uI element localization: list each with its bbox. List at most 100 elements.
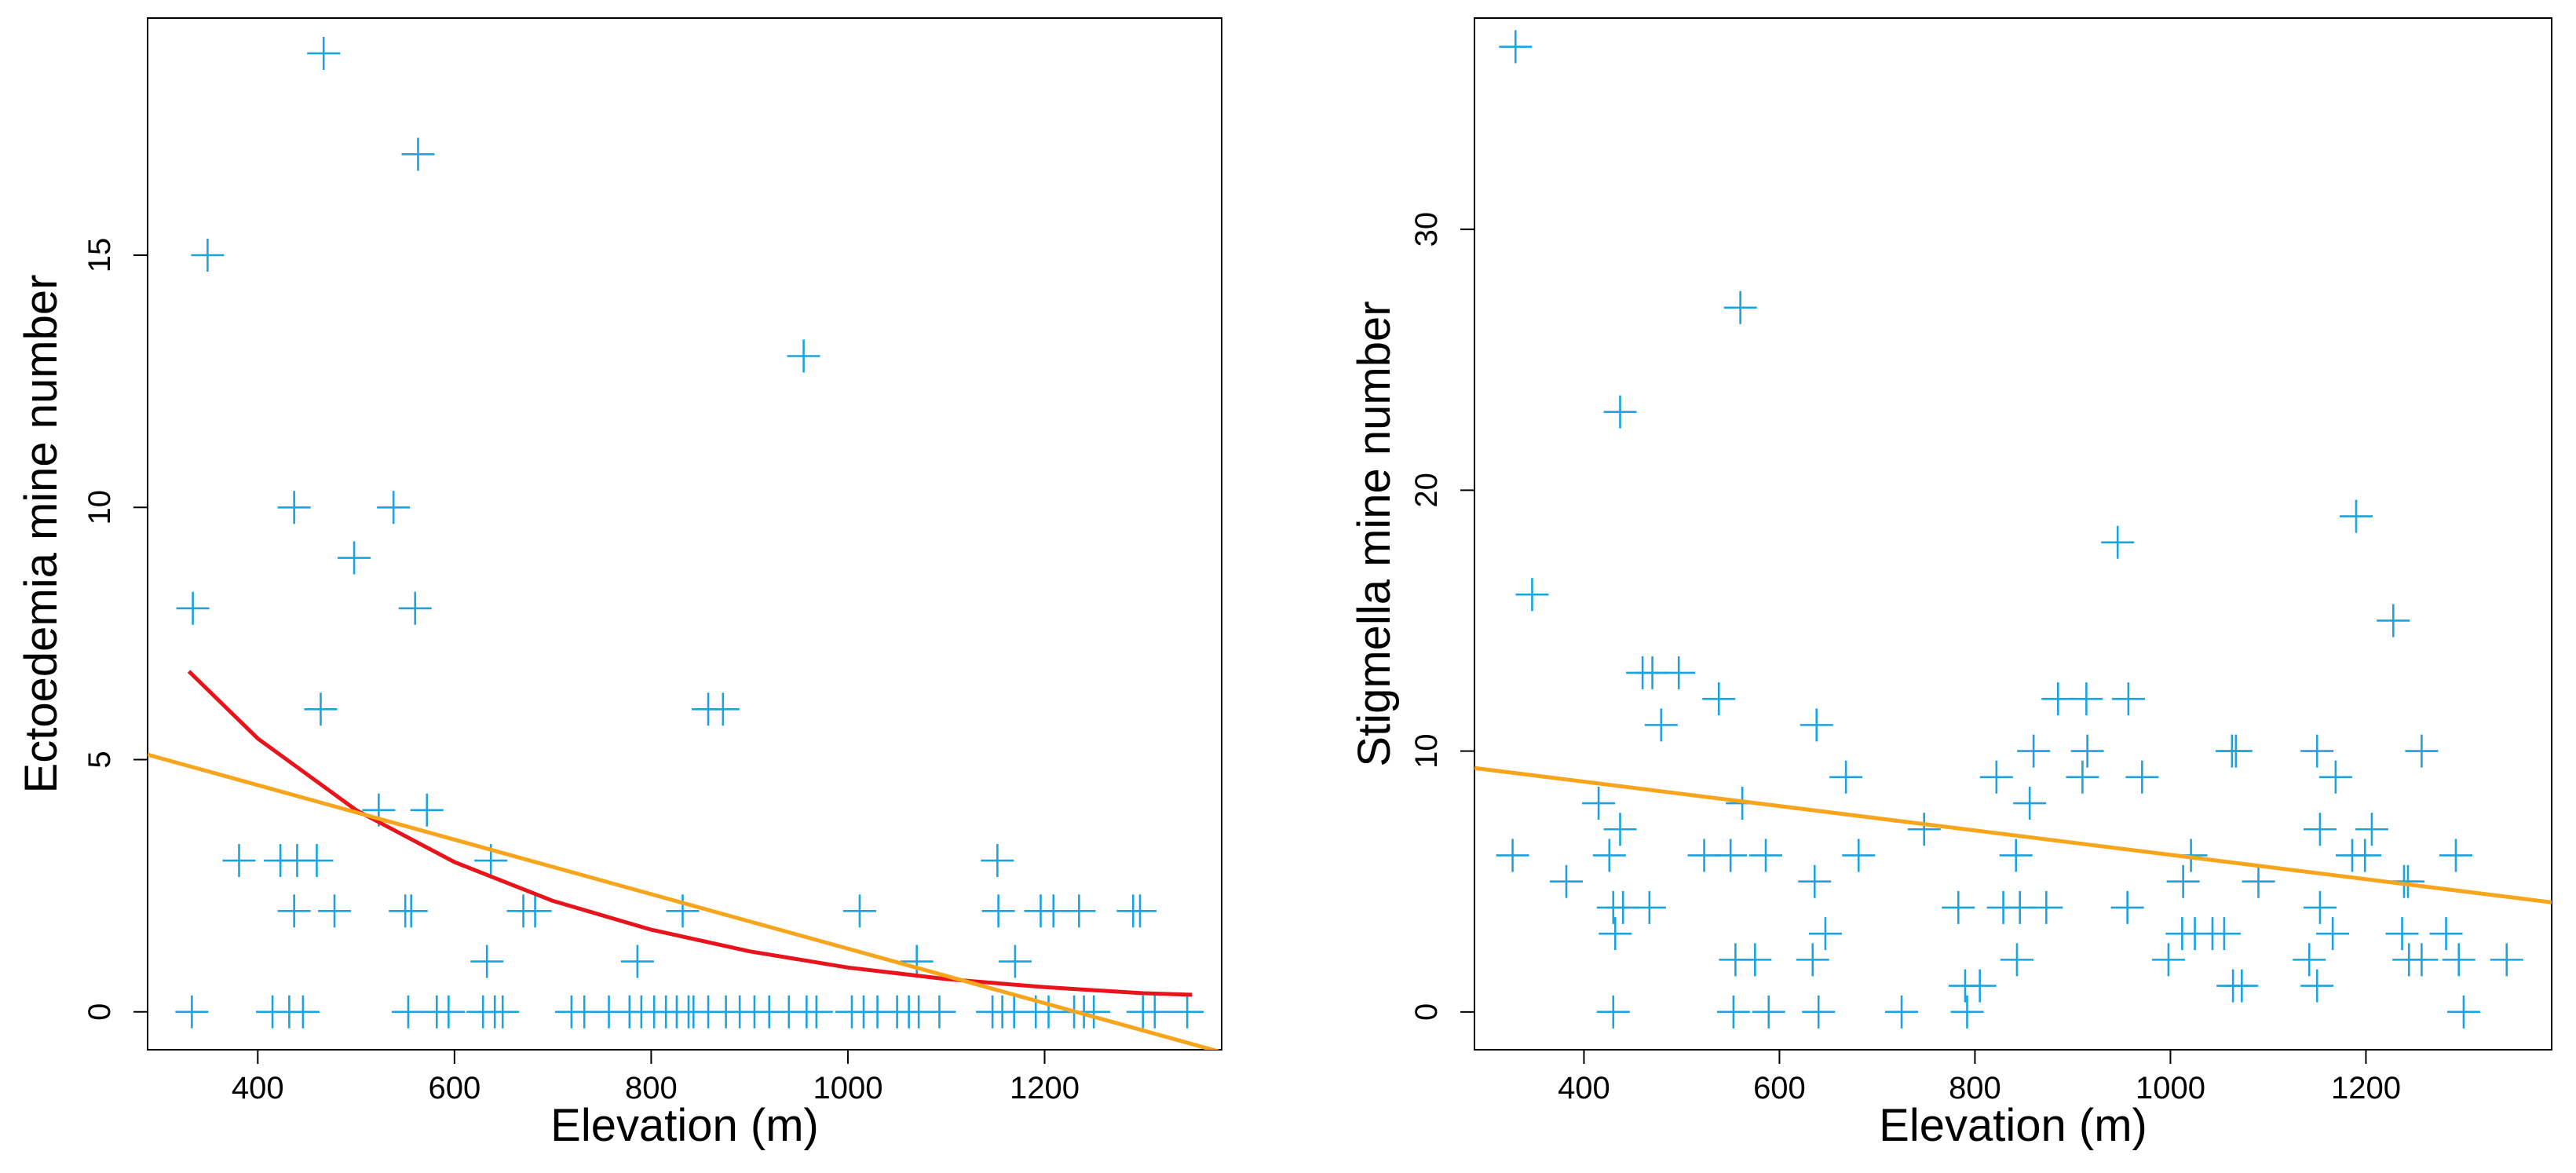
data-point — [1942, 890, 1975, 924]
data-point — [1662, 656, 1696, 689]
data-point — [787, 339, 820, 373]
data-point — [706, 692, 740, 726]
data-point — [2207, 917, 2241, 951]
data-point — [394, 894, 428, 928]
x-axis-title: Elevation (m) — [550, 1100, 819, 1151]
data-point — [486, 995, 520, 1029]
data-point — [338, 541, 371, 575]
data-point — [1603, 395, 1637, 429]
x-tick-label: 400 — [232, 1071, 284, 1105]
data-point — [2303, 890, 2337, 924]
x-tick-label: 1200 — [2331, 1071, 2401, 1105]
plot-frame — [147, 17, 1222, 1051]
data-point — [277, 894, 311, 928]
data-point — [410, 793, 444, 827]
data-point — [2242, 864, 2275, 898]
linear-fit-line — [1474, 766, 2552, 904]
data-point — [2070, 734, 2104, 768]
data-point — [1842, 839, 1876, 872]
data-point — [2013, 787, 2047, 820]
data-point — [1499, 30, 1533, 64]
x-tick-label: 600 — [1753, 1071, 1806, 1105]
data-point — [1796, 943, 1829, 977]
y-tick-label: 20 — [1409, 473, 1444, 508]
data-point — [1950, 995, 1984, 1029]
data-point — [842, 894, 876, 928]
data-point — [2041, 682, 2075, 716]
y-tick-label: 15 — [82, 238, 117, 273]
fit-lines — [1474, 766, 2552, 904]
data-point — [401, 137, 435, 171]
data-point — [300, 844, 334, 878]
data-point — [900, 945, 934, 978]
data-point — [2066, 760, 2099, 794]
data-point — [2318, 760, 2352, 794]
data-point — [2111, 682, 2145, 716]
data-point — [176, 591, 210, 625]
data-point — [1582, 787, 1616, 820]
data-point — [2110, 890, 2144, 924]
linear-fit-line — [148, 752, 1220, 1050]
data-point — [2405, 734, 2439, 768]
data-point — [923, 995, 956, 1029]
data-point — [277, 491, 311, 524]
data-point — [318, 894, 352, 928]
data-point — [1752, 995, 1785, 1029]
data-point — [2070, 682, 2103, 716]
data-point — [518, 894, 552, 928]
data-point — [1802, 995, 1836, 1029]
data-point — [1124, 894, 1157, 928]
data-point — [2340, 499, 2373, 533]
y-axis-title: Ectoedemia mine number — [16, 275, 67, 794]
data-point — [175, 995, 209, 1029]
data-point — [620, 945, 654, 978]
x-tick-label: 1000 — [813, 1071, 882, 1105]
data-point — [1723, 291, 1757, 324]
data-point — [998, 945, 1032, 978]
data-point — [1632, 890, 1666, 924]
data-point — [1885, 995, 1919, 1029]
data-point — [2101, 525, 2135, 559]
data-point — [191, 238, 225, 272]
data-point — [1800, 708, 1833, 742]
data-point — [398, 591, 432, 625]
scatter-points — [1496, 30, 2523, 1029]
y-axis-title: Stigmella mine number — [1349, 301, 1400, 766]
data-point — [2446, 995, 2480, 1029]
x-tick-label: 600 — [428, 1071, 480, 1105]
fit-lines — [148, 670, 1220, 1050]
data-point — [2429, 917, 2463, 951]
y-tick-label: 0 — [82, 1003, 117, 1021]
data-point — [2166, 864, 2200, 898]
data-point — [2316, 917, 2350, 951]
data-point — [2030, 890, 2063, 924]
data-point — [1644, 708, 1678, 742]
data-point — [1550, 864, 1584, 898]
y-tick-label: 10 — [82, 490, 117, 525]
data-point — [2303, 813, 2337, 846]
data-point — [432, 995, 466, 1029]
stigmella-panel: 400 600 800 1000 1200 0 10 20 30 Elevation (m) Sti… — [1349, 17, 2552, 1151]
y-tick-label: 5 — [82, 751, 117, 768]
data-point — [2405, 943, 2439, 977]
data-point — [1999, 839, 2033, 872]
data-point — [2442, 943, 2476, 977]
data-point — [2225, 969, 2259, 1003]
x-tick-label: 400 — [1558, 1071, 1610, 1105]
x-tick-label: 1000 — [2136, 1071, 2205, 1105]
data-point — [2293, 943, 2326, 977]
y-tick-label: 10 — [1409, 733, 1444, 769]
exponential-fit-line — [187, 670, 1193, 997]
data-point — [222, 844, 256, 878]
data-point — [1808, 917, 1842, 951]
x-axis-title: Elevation (m) — [1879, 1100, 2147, 1151]
data-point — [1738, 943, 1772, 977]
data-point — [1963, 969, 1997, 1003]
data-point — [391, 995, 425, 1029]
data-point — [1515, 578, 1549, 612]
data-point — [981, 844, 1014, 878]
data-point — [1907, 813, 1941, 846]
data-point — [1592, 839, 1626, 872]
data-point — [799, 995, 833, 1029]
